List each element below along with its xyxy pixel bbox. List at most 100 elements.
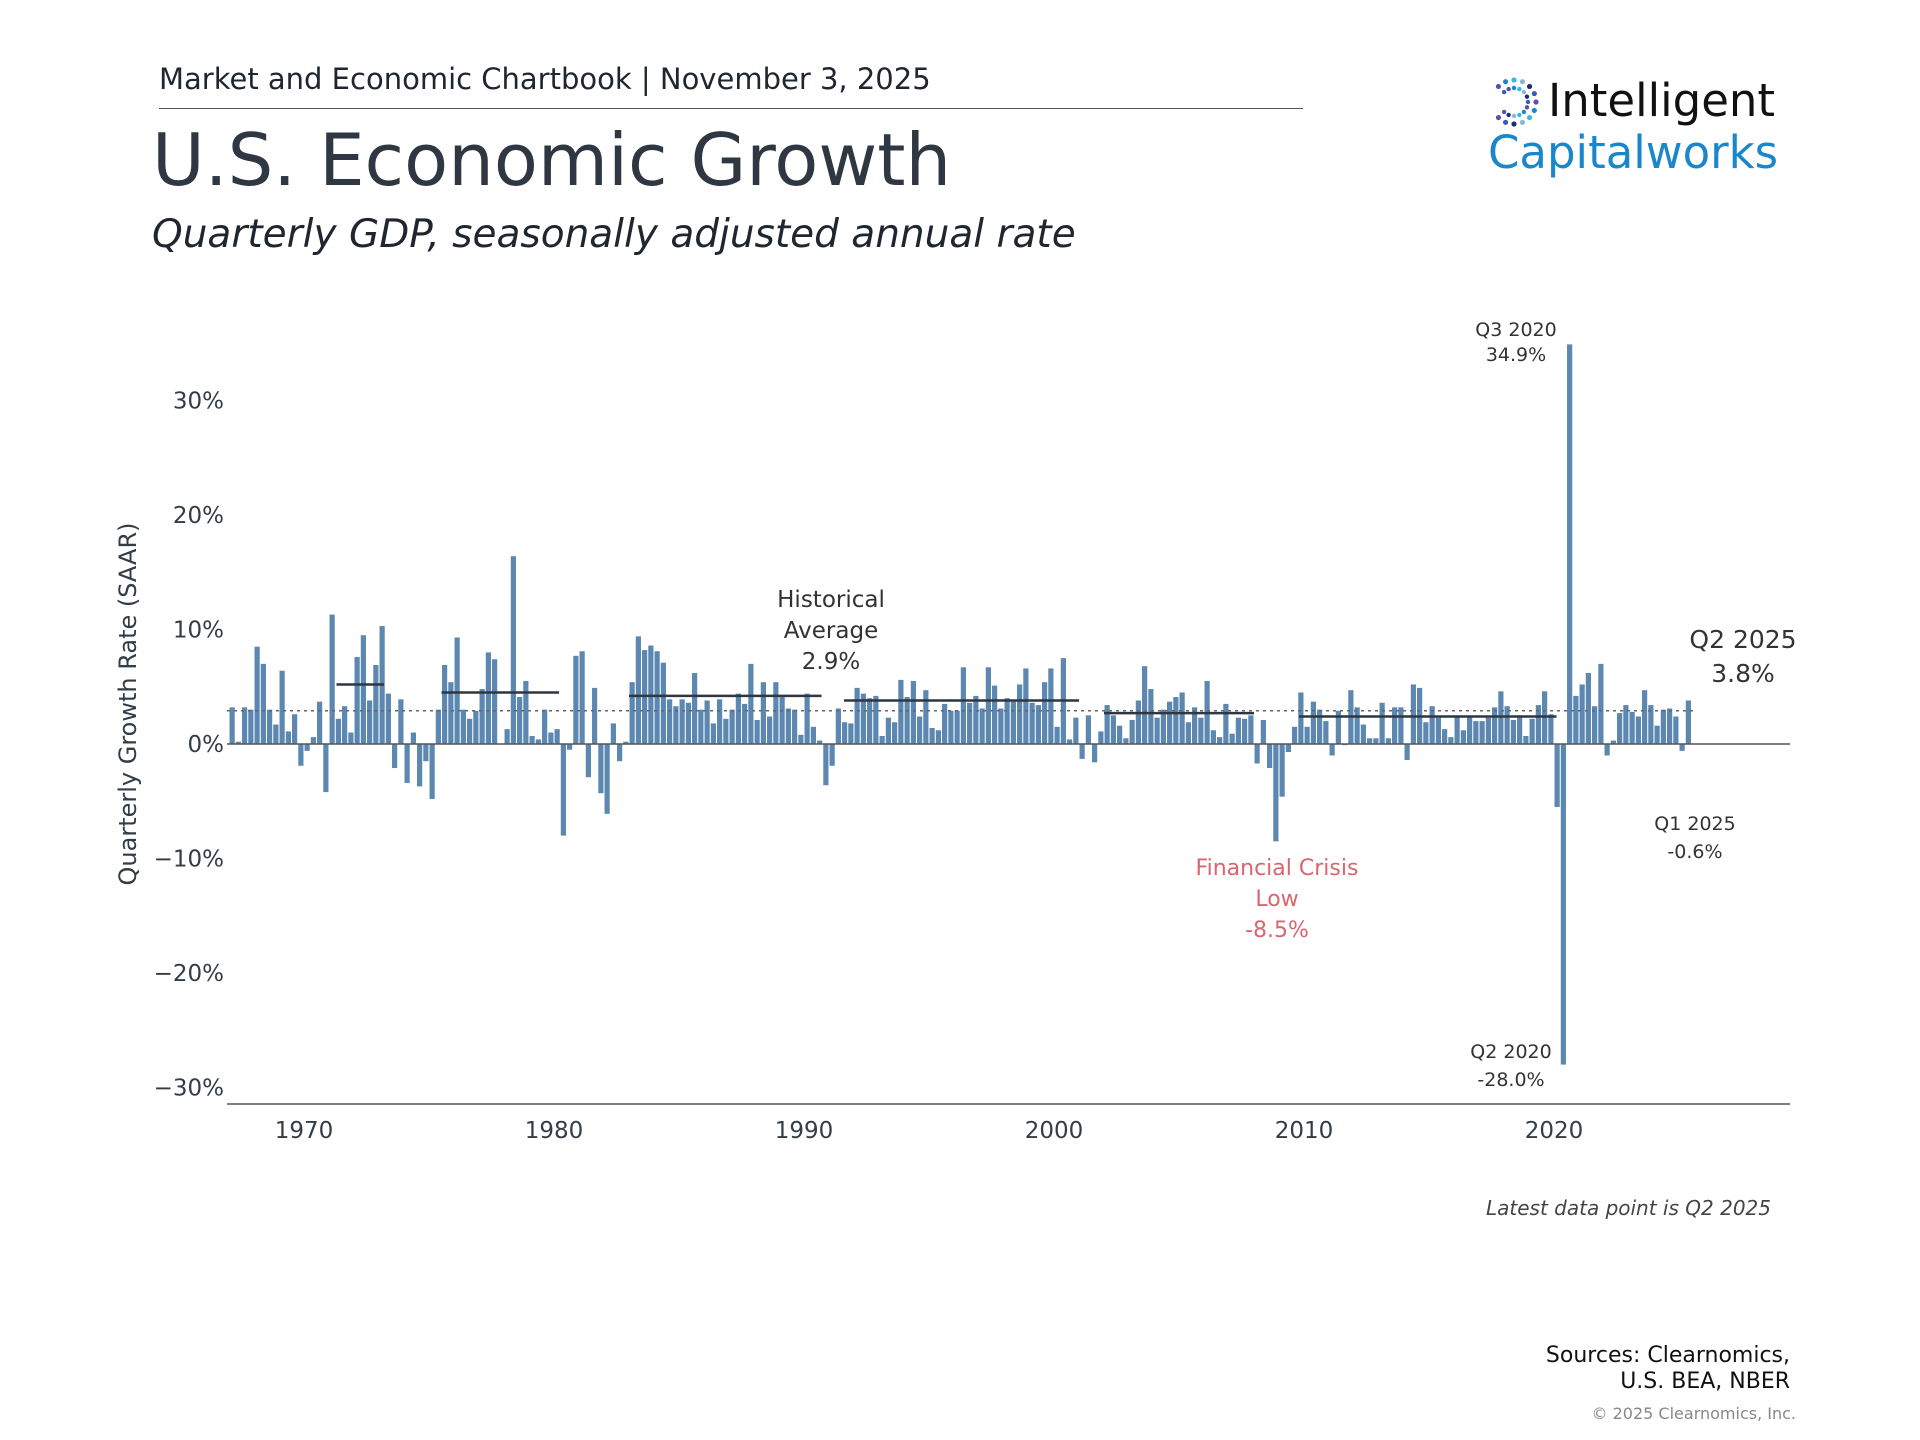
logo-dot — [1495, 114, 1502, 121]
gdp-bar — [885, 717, 891, 744]
gdp-bar — [510, 556, 516, 744]
gdp-bar — [517, 697, 523, 744]
gdp-bar — [685, 702, 691, 744]
gdp-bar — [1273, 744, 1279, 842]
annotation-financial-crisis: Financial Crisis Low -8.5% — [1196, 853, 1359, 947]
annotation-value: 34.9% — [1485, 343, 1547, 366]
gdp-bar — [1192, 707, 1198, 744]
gdp-bar — [1017, 684, 1023, 744]
gdp-bar — [692, 673, 698, 744]
gdp-bar — [1485, 717, 1491, 744]
gdp-bar — [829, 744, 835, 766]
gdp-bar — [535, 739, 541, 744]
gdp-bar — [292, 714, 298, 744]
gdp-bar — [1242, 718, 1248, 744]
sources: Sources: Clearnomics, U.S. BEA, NBER — [1546, 1343, 1790, 1396]
gdp-bar — [1535, 705, 1541, 744]
gdp-bar — [1023, 668, 1029, 744]
gdp-bar — [1110, 715, 1116, 744]
gdp-bar — [760, 682, 766, 744]
logo-dot — [1501, 109, 1507, 115]
gdp-bar — [1598, 663, 1604, 744]
gdp-bar — [1560, 744, 1566, 1065]
y-axis-label: Quarterly Growth Rate (SAAR) — [114, 523, 142, 886]
annotation-label: Q2 2025 — [1689, 625, 1797, 654]
annotation-value: -0.6% — [1667, 840, 1723, 863]
gdp-bar — [585, 744, 591, 778]
y-tick-label: −10% — [154, 847, 224, 873]
gdp-bar — [1573, 695, 1579, 744]
gdp-bar — [367, 700, 373, 744]
gdp-bar — [1135, 700, 1141, 744]
x-tick-label: 2000 — [1025, 1118, 1084, 1144]
gdp-bar — [1067, 739, 1073, 744]
gdp-bar — [298, 744, 304, 766]
gdp-bar — [1329, 744, 1335, 756]
annotation-label: Q2 2020 — [1470, 1041, 1552, 1063]
gdp-bar — [579, 651, 585, 744]
gdp-bar — [423, 744, 429, 762]
gdp-bar — [792, 709, 798, 744]
annotation-historical-average: Historical Average 2.9% — [777, 585, 885, 678]
gdp-bar — [873, 695, 879, 744]
logo-dot — [1511, 77, 1517, 83]
gdp-bar — [529, 735, 535, 744]
gdp-bar — [1435, 717, 1441, 744]
annotation-q3-2020: Q3 2020 34.9% — [1475, 318, 1556, 367]
annotation-line2: Low — [1255, 887, 1299, 913]
gdp-bar — [779, 697, 785, 744]
gdp-bar — [1279, 744, 1285, 797]
gdp-bar — [1623, 705, 1629, 744]
gdp-bar — [954, 710, 960, 744]
page-subtitle: Quarterly GDP, seasonally adjusted annua… — [152, 212, 1076, 257]
gdp-bar — [1285, 744, 1291, 753]
logo-dot — [1533, 99, 1539, 105]
gdp-bar — [1298, 692, 1304, 744]
gdp-bar — [373, 664, 379, 744]
gdp-bar — [1635, 716, 1641, 744]
gdp-bar — [1098, 731, 1104, 744]
gdp-bar — [1317, 709, 1323, 744]
logo-dot — [1524, 105, 1530, 110]
x-tick-label: 1970 — [275, 1118, 334, 1144]
gdp-bar — [767, 716, 773, 744]
gdp-bar — [235, 741, 241, 744]
gdp-bar — [1654, 725, 1660, 744]
gdp-bar — [848, 723, 854, 744]
gdp-bar — [942, 703, 948, 744]
gdp-bar — [1554, 744, 1560, 807]
gdp-bar — [285, 731, 291, 744]
gdp-bar — [673, 706, 679, 744]
gdp-bar — [904, 697, 910, 744]
logo-dot — [1519, 119, 1526, 125]
logo-dot — [1506, 86, 1511, 92]
gdp-bar — [1423, 722, 1429, 744]
gdp-bar — [1610, 740, 1616, 744]
gdp-bar — [1510, 719, 1516, 744]
gdp-bar — [1179, 692, 1185, 744]
gdp-bar — [1310, 701, 1316, 744]
gdp-bar — [492, 659, 498, 744]
gdp-bar — [1010, 701, 1016, 744]
annotation-value: 2.9% — [801, 649, 861, 676]
gdp-bar — [604, 744, 610, 814]
gdp-bar — [710, 723, 716, 744]
gdp-bar — [548, 732, 554, 744]
gdp-bar — [485, 652, 491, 744]
gdp-bar — [560, 744, 566, 836]
gdp-bar — [1398, 707, 1404, 744]
gdp-bar — [267, 709, 273, 744]
gdp-bar — [717, 699, 723, 744]
gdp-bar — [973, 695, 979, 744]
y-tick-label: −20% — [154, 961, 224, 987]
gdp-bar — [1173, 697, 1179, 744]
sources-line2: U.S. BEA, NBER — [1620, 1369, 1790, 1395]
gdp-bar — [1260, 719, 1266, 744]
gdp-bar — [1235, 717, 1241, 744]
gdp-bar — [1217, 737, 1223, 744]
annotation-value: 3.8% — [1711, 658, 1775, 688]
gdp-bar — [1079, 744, 1085, 759]
gdp-bar — [1129, 719, 1135, 744]
chartbook-header: Market and Economic Chartbook | November… — [159, 62, 931, 96]
page-title: U.S. Economic Growth — [152, 118, 952, 202]
